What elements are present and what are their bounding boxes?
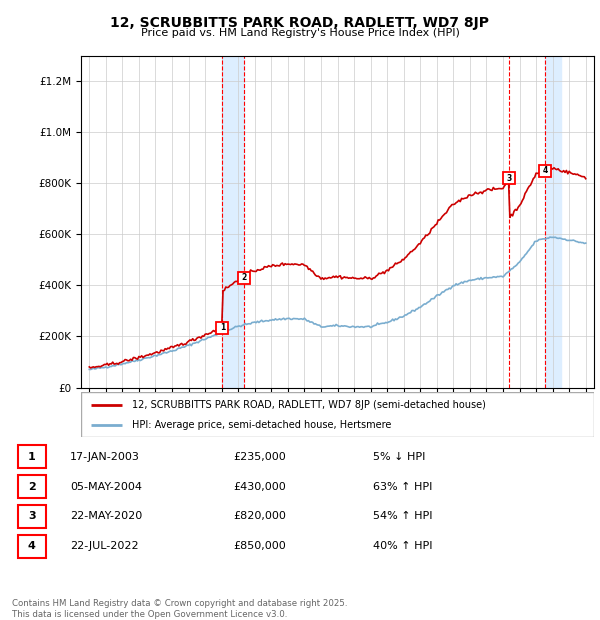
Text: 40% ↑ HPI: 40% ↑ HPI: [373, 541, 433, 551]
Text: 1: 1: [220, 323, 225, 332]
Text: 22-MAY-2020: 22-MAY-2020: [70, 512, 142, 521]
FancyBboxPatch shape: [18, 445, 46, 468]
FancyBboxPatch shape: [18, 475, 46, 498]
Text: £820,000: £820,000: [233, 512, 286, 521]
Text: 4: 4: [542, 166, 548, 175]
Text: 5% ↓ HPI: 5% ↓ HPI: [373, 452, 425, 462]
FancyBboxPatch shape: [18, 505, 46, 528]
Text: 3: 3: [507, 174, 512, 183]
Text: 1: 1: [28, 452, 35, 462]
Text: 12, SCRUBBITTS PARK ROAD, RADLETT, WD7 8JP: 12, SCRUBBITTS PARK ROAD, RADLETT, WD7 8…: [110, 16, 490, 30]
Text: Contains HM Land Registry data © Crown copyright and database right 2025.
This d: Contains HM Land Registry data © Crown c…: [12, 600, 347, 619]
Text: 2: 2: [28, 482, 35, 492]
Text: 2: 2: [241, 273, 247, 282]
Text: HPI: Average price, semi-detached house, Hertsmere: HPI: Average price, semi-detached house,…: [133, 420, 392, 430]
FancyBboxPatch shape: [18, 535, 46, 558]
Bar: [223, 56, 244, 388]
Text: £850,000: £850,000: [233, 541, 286, 551]
Text: 3: 3: [28, 512, 35, 521]
Text: 63% ↑ HPI: 63% ↑ HPI: [373, 482, 432, 492]
Text: £430,000: £430,000: [233, 482, 286, 492]
Text: Price paid vs. HM Land Registry's House Price Index (HPI): Price paid vs. HM Land Registry's House …: [140, 28, 460, 38]
Bar: [545, 56, 561, 388]
Text: 22-JUL-2022: 22-JUL-2022: [70, 541, 139, 551]
Text: 54% ↑ HPI: 54% ↑ HPI: [373, 512, 433, 521]
Text: 4: 4: [28, 541, 36, 551]
Text: £235,000: £235,000: [233, 452, 286, 462]
Text: 17-JAN-2003: 17-JAN-2003: [70, 452, 140, 462]
Text: 05-MAY-2004: 05-MAY-2004: [70, 482, 142, 492]
Text: 12, SCRUBBITTS PARK ROAD, RADLETT, WD7 8JP (semi-detached house): 12, SCRUBBITTS PARK ROAD, RADLETT, WD7 8…: [133, 399, 486, 410]
